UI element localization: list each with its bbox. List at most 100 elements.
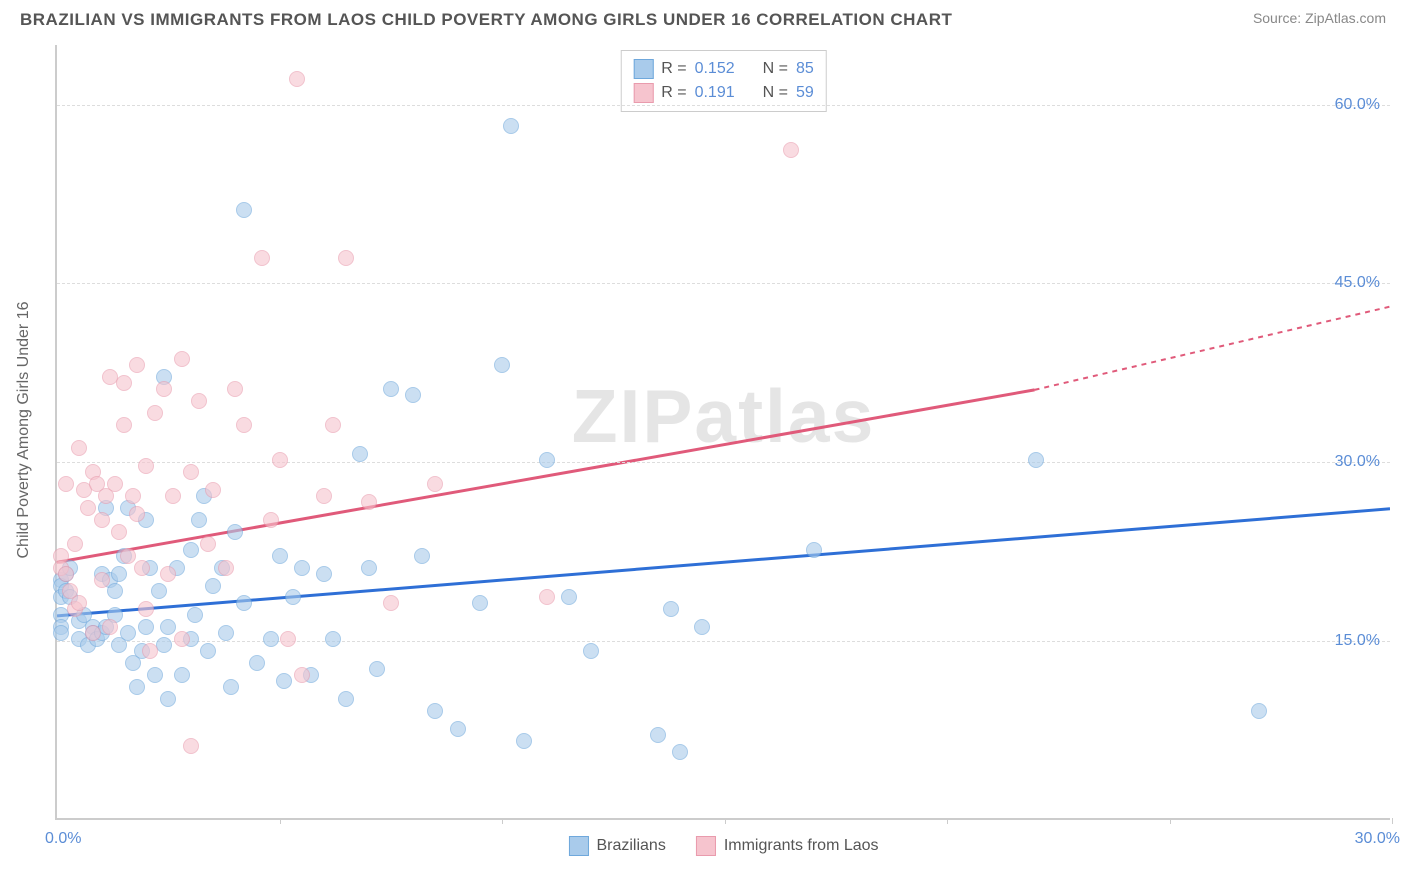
scatter-point (294, 560, 310, 576)
regression-line-extrapolated (1035, 307, 1390, 390)
watermark-text: ZIPatlas (572, 373, 876, 459)
scatter-point (151, 583, 167, 599)
x-axis-min-label: 0.0% (45, 830, 81, 848)
x-tick (947, 818, 948, 824)
legend-stat-row: R =0.152N =85 (633, 57, 814, 81)
scatter-point (361, 560, 377, 576)
source-prefix: Source: (1253, 10, 1305, 26)
legend-series-label: Immigrants from Laos (724, 837, 879, 855)
correlation-legend: R =0.152N =85R =0.191N =59 (620, 50, 827, 112)
gridline-h (57, 462, 1390, 463)
scatter-point (138, 619, 154, 635)
scatter-point (160, 619, 176, 635)
scatter-point (227, 524, 243, 540)
regression-line (57, 509, 1390, 616)
scatter-point (539, 589, 555, 605)
scatter-point (94, 572, 110, 588)
scatter-point (294, 667, 310, 683)
scatter-point (783, 142, 799, 158)
scatter-point (316, 488, 332, 504)
scatter-point (338, 691, 354, 707)
scatter-point (80, 500, 96, 516)
scatter-point (383, 595, 399, 611)
gridline-h (57, 641, 1390, 642)
scatter-point (1251, 703, 1267, 719)
scatter-point (200, 643, 216, 659)
scatter-point (263, 512, 279, 528)
scatter-point (561, 589, 577, 605)
scatter-point (352, 446, 368, 462)
scatter-point (427, 476, 443, 492)
gridline-h (57, 283, 1390, 284)
scatter-point (147, 405, 163, 421)
legend-swatch (633, 83, 653, 103)
scatter-point (583, 643, 599, 659)
scatter-point (107, 583, 123, 599)
x-tick (1392, 818, 1393, 824)
r-label: R = (661, 84, 686, 102)
scatter-point (272, 452, 288, 468)
source-attribution: Source: ZipAtlas.com (1253, 10, 1386, 26)
legend-stat-row: R =0.191N =59 (633, 81, 814, 105)
scatter-point (111, 566, 127, 582)
n-value: 85 (796, 60, 814, 78)
scatter-point (187, 607, 203, 623)
scatter-point (316, 566, 332, 582)
x-tick (725, 818, 726, 824)
scatter-point (227, 381, 243, 397)
scatter-point (516, 733, 532, 749)
scatter-point (134, 560, 150, 576)
x-tick (280, 818, 281, 824)
scatter-point (174, 631, 190, 647)
scatter-point (361, 494, 377, 510)
y-tick-label: 15.0% (1335, 632, 1380, 650)
scatter-point (369, 661, 385, 677)
scatter-point (494, 357, 510, 373)
legend-series-item: Immigrants from Laos (696, 836, 879, 856)
scatter-point (503, 118, 519, 134)
scatter-point (120, 548, 136, 564)
legend-swatch (696, 836, 716, 856)
scatter-point (71, 440, 87, 456)
scatter-point (405, 387, 421, 403)
scatter-point (263, 631, 279, 647)
source-name: ZipAtlas.com (1305, 10, 1386, 26)
scatter-point (205, 482, 221, 498)
scatter-point (165, 488, 181, 504)
x-axis-max-label: 30.0% (1355, 830, 1400, 848)
legend-series-item: Brazilians (568, 836, 665, 856)
scatter-point (191, 512, 207, 528)
legend-swatch (568, 836, 588, 856)
scatter-point (138, 458, 154, 474)
scatter-point (325, 417, 341, 433)
gridline-h (57, 105, 1390, 106)
scatter-point (129, 357, 145, 373)
n-label: N = (763, 60, 788, 78)
scatter-point (289, 71, 305, 87)
scatter-point (236, 417, 252, 433)
scatter-point (427, 703, 443, 719)
scatter-point (71, 595, 87, 611)
scatter-point (129, 506, 145, 522)
scatter-point (218, 560, 234, 576)
scatter-point (107, 476, 123, 492)
scatter-point (236, 202, 252, 218)
scatter-point (254, 250, 270, 266)
scatter-point (539, 452, 555, 468)
scatter-point (183, 738, 199, 754)
scatter-point (280, 631, 296, 647)
scatter-point (200, 536, 216, 552)
scatter-point (236, 595, 252, 611)
chart-plot-area: ZIPatlas R =0.152N =85R =0.191N =59 Braz… (55, 45, 1390, 820)
scatter-point (223, 679, 239, 695)
y-tick-label: 60.0% (1335, 96, 1380, 114)
scatter-point (450, 721, 466, 737)
chart-title: BRAZILIAN VS IMMIGRANTS FROM LAOS CHILD … (20, 10, 952, 30)
scatter-point (116, 417, 132, 433)
x-tick (502, 818, 503, 824)
n-label: N = (763, 84, 788, 102)
scatter-point (156, 381, 172, 397)
scatter-point (147, 667, 163, 683)
scatter-point (285, 589, 301, 605)
scatter-point (85, 625, 101, 641)
